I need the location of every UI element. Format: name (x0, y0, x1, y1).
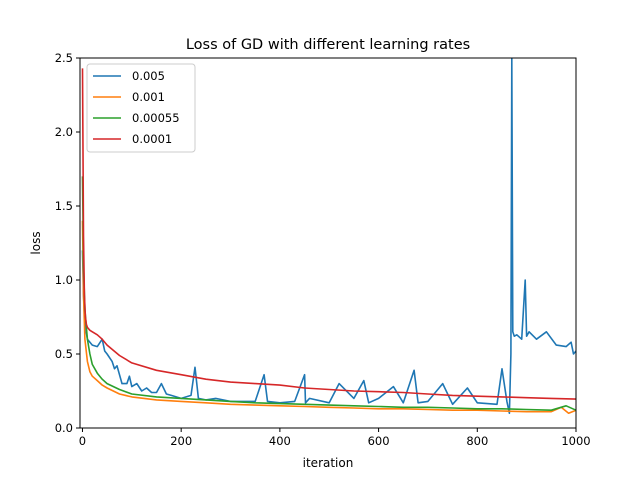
x-tick-label: 600 (368, 434, 390, 448)
y-tick-label: 2.0 (55, 125, 73, 139)
y-axis-label: loss (29, 231, 43, 254)
legend-label-3: 0.0001 (132, 132, 172, 146)
legend-box (86, 63, 196, 153)
series-line-0 (81, 58, 576, 414)
x-axis-ticks: 0 200 400 600 800 1000 (79, 428, 591, 448)
chart-title: Loss of GD with different learning rates (186, 37, 470, 53)
y-tick-label: 2.5 (55, 51, 73, 65)
y-axis-ticks: 0.0 0.5 1.0 1.5 2.0 2.5 (55, 51, 80, 435)
legend-label-0: 0.005 (132, 69, 165, 83)
y-tick-label: 0.0 (55, 421, 73, 435)
legend-label-2: 0.00055 (132, 111, 180, 125)
y-tick-label: 1.0 (55, 273, 73, 287)
x-tick-label: 1000 (561, 434, 590, 448)
x-tick-label: 0 (79, 434, 86, 448)
x-axis-label: iteration (303, 456, 354, 470)
y-tick-label: 1.5 (55, 199, 73, 213)
series-layer (81, 58, 576, 414)
legend-label-1: 0.001 (132, 90, 165, 104)
y-tick-label: 0.5 (55, 347, 73, 361)
series-line-2 (81, 176, 576, 411)
legend: 0.005 0.001 0.00055 0.0001 (86, 63, 196, 153)
plot-frame (79, 57, 577, 429)
x-tick-label: 800 (466, 434, 488, 448)
x-tick-label: 200 (170, 434, 192, 448)
series-line-1 (81, 220, 576, 414)
x-tick-label: 400 (269, 434, 291, 448)
series-line-3 (81, 68, 576, 400)
